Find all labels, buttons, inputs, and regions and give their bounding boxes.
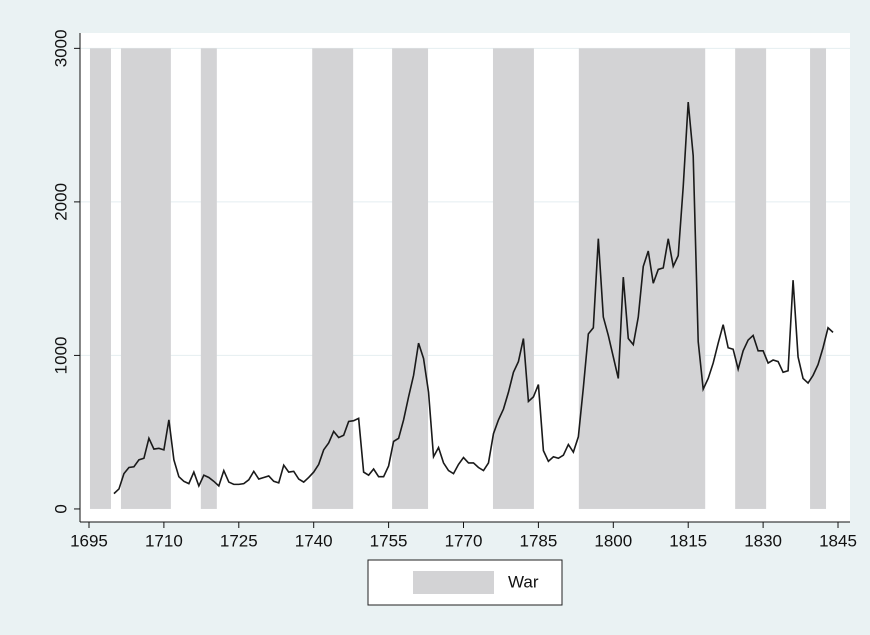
x-tick-label: 1725 — [220, 531, 258, 550]
legend-swatch — [413, 571, 494, 594]
y-tick-label: 3000 — [51, 29, 70, 67]
war-band — [200, 48, 217, 509]
x-tick-label: 1755 — [370, 531, 408, 550]
x-tick-label: 1845 — [819, 531, 857, 550]
x-tick-label: 1815 — [669, 531, 707, 550]
legend-label: War — [508, 572, 539, 591]
x-tick-label: 1785 — [519, 531, 557, 550]
war-band — [735, 48, 767, 509]
x-tick-label: 1695 — [70, 531, 108, 550]
war-band — [89, 48, 111, 509]
x-tick-label: 1800 — [594, 531, 632, 550]
war-band — [392, 48, 429, 509]
war-band — [120, 48, 171, 509]
y-tick-label: 0 — [51, 504, 70, 513]
x-tick-label: 1740 — [295, 531, 333, 550]
x-tick-label: 1710 — [145, 531, 183, 550]
war-band — [492, 48, 534, 509]
y-tick-label: 1000 — [51, 337, 70, 375]
war-band — [810, 48, 827, 509]
y-tick-label: 2000 — [51, 183, 70, 221]
x-tick-label: 1770 — [445, 531, 483, 550]
legend: War — [367, 559, 563, 606]
x-tick-label: 1830 — [744, 531, 782, 550]
plot-area — [80, 33, 850, 522]
war-band — [312, 48, 354, 509]
line — [113, 102, 834, 495]
